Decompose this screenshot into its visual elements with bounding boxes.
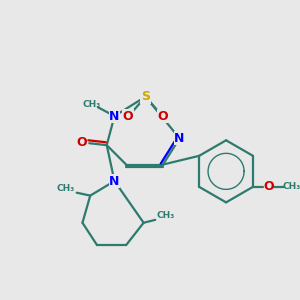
Text: N: N bbox=[109, 110, 120, 122]
Text: CH₃: CH₃ bbox=[57, 184, 75, 193]
Text: O: O bbox=[263, 180, 274, 194]
Text: N: N bbox=[109, 175, 120, 188]
Text: CH₃: CH₃ bbox=[157, 212, 175, 220]
Text: O: O bbox=[76, 136, 87, 149]
Text: CH₃: CH₃ bbox=[82, 100, 100, 109]
Text: CH₃: CH₃ bbox=[283, 182, 300, 191]
Text: O: O bbox=[158, 110, 168, 122]
Text: N: N bbox=[174, 132, 185, 145]
Text: S: S bbox=[141, 90, 150, 103]
Text: O: O bbox=[123, 110, 134, 122]
